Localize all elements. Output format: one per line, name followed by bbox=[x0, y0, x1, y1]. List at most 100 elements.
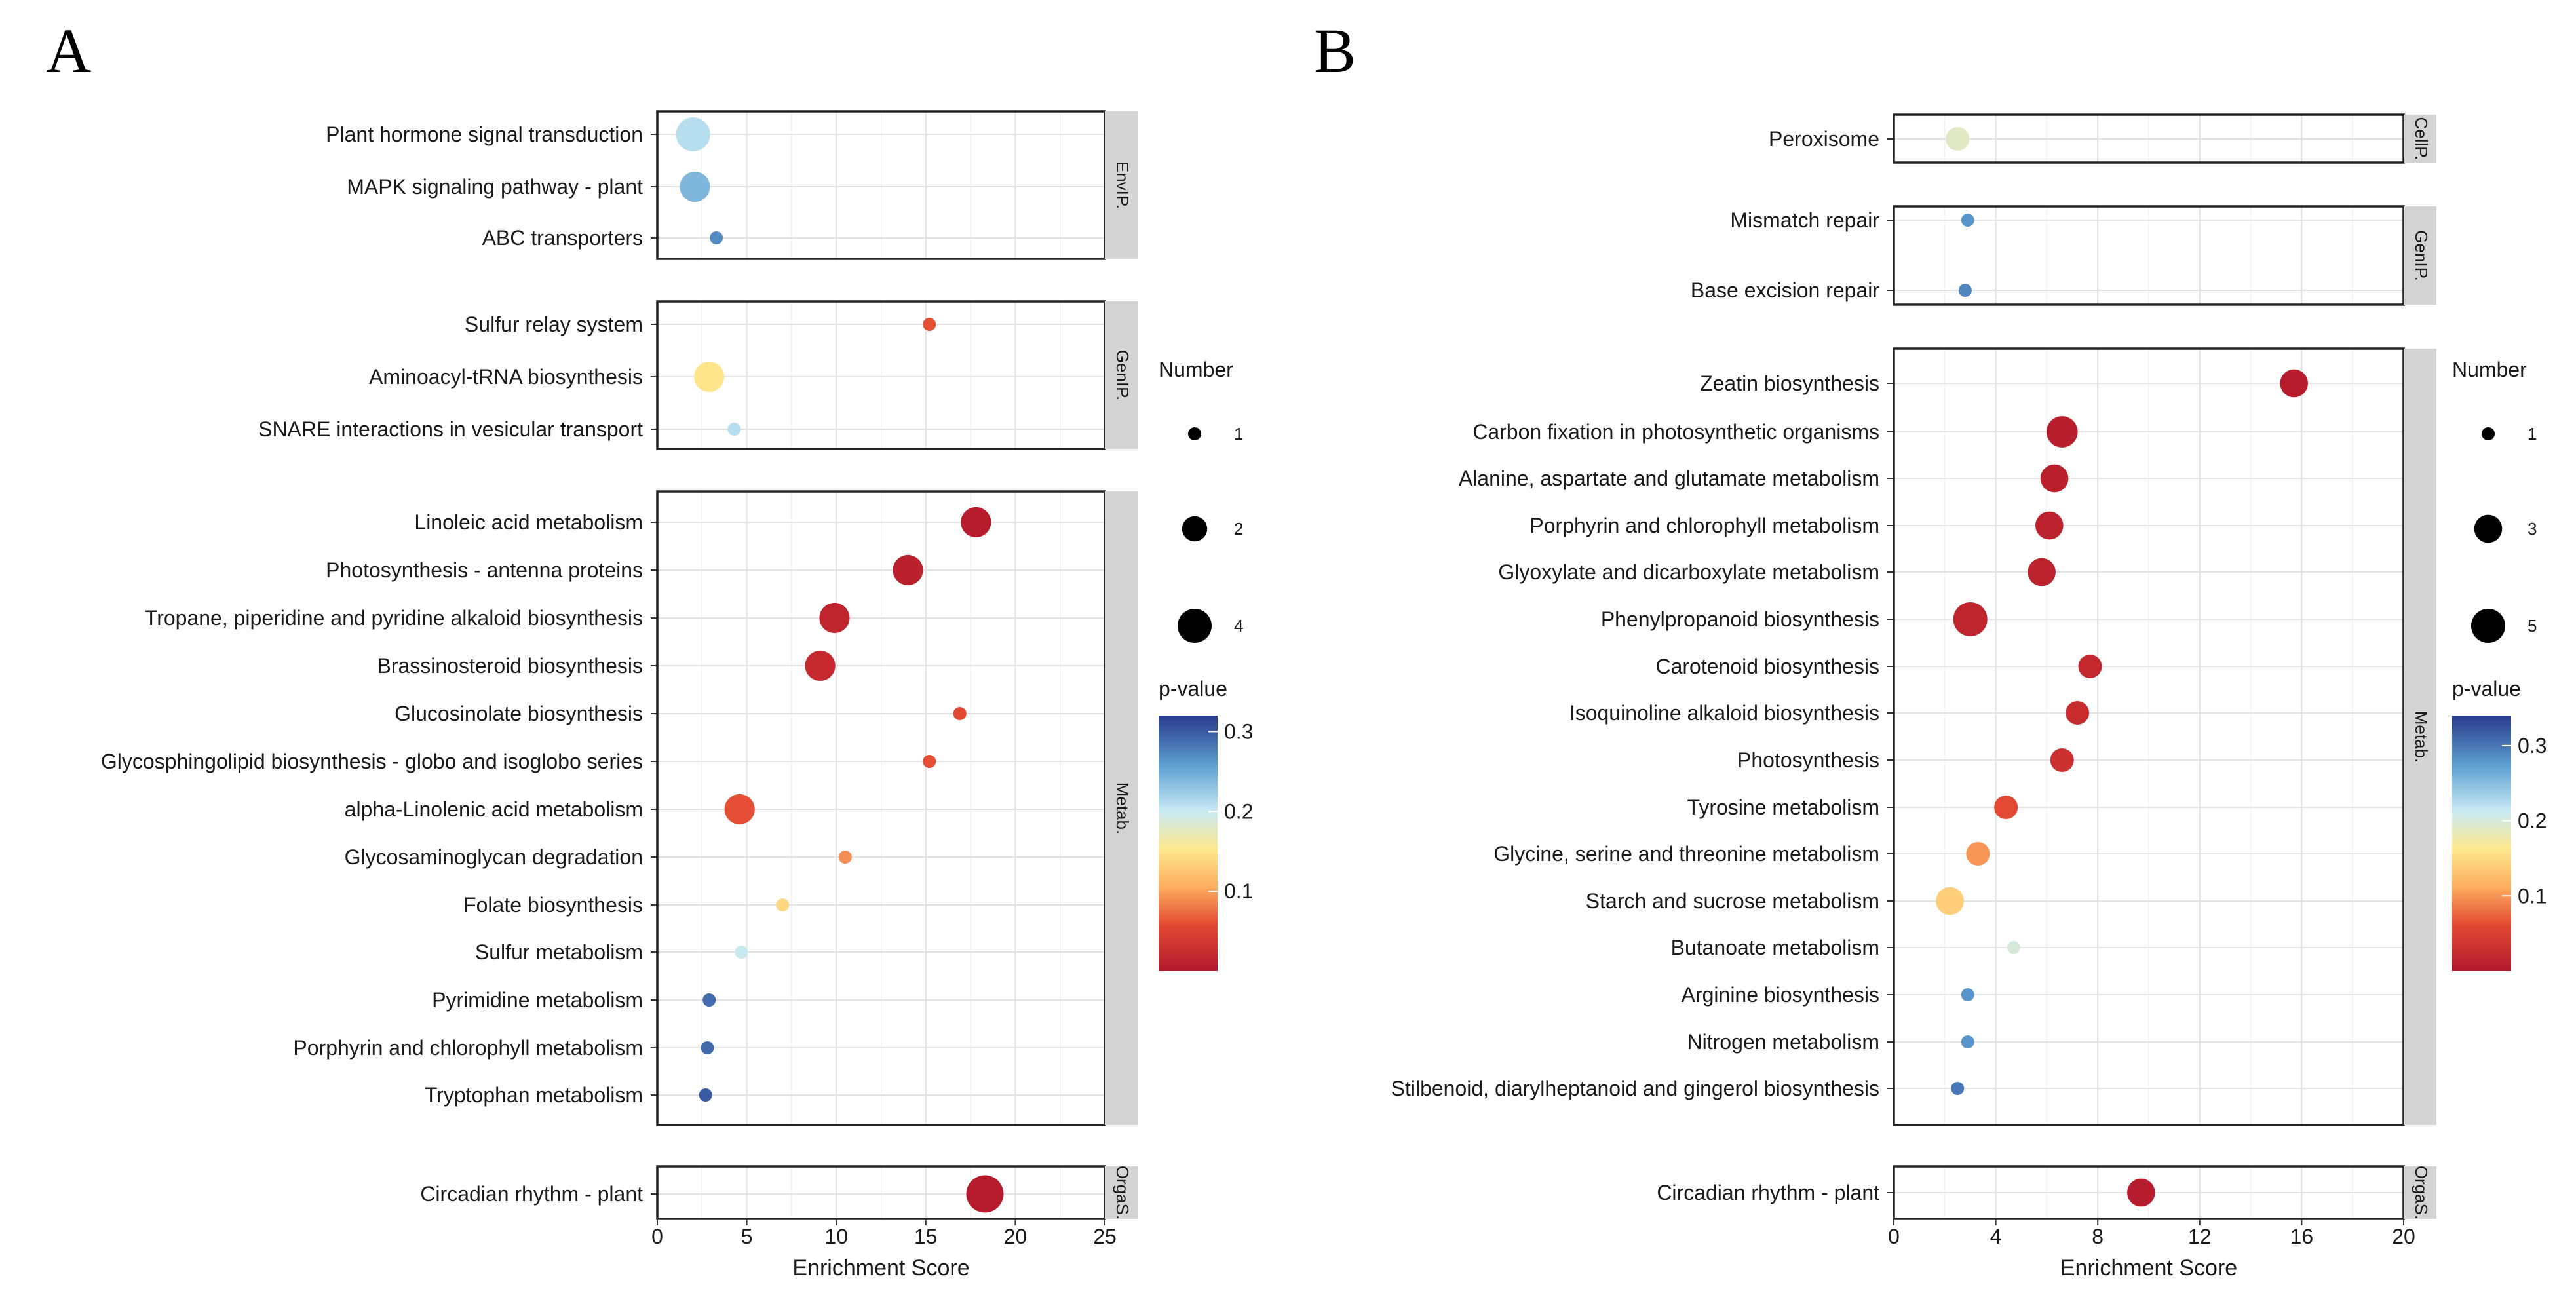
facet-orgas: Circadian rhythm - plant OrgaS. bbox=[1657, 1165, 2436, 1220]
data-point bbox=[710, 231, 723, 244]
x-tick-label: 4 bbox=[1990, 1225, 2002, 1248]
y-tick-label: Carbon fixation in photosynthetic organi… bbox=[1472, 420, 1879, 444]
facet-strip bbox=[2404, 349, 2436, 1125]
facet-metab: Linoleic acid metabolism Photosynthesis -… bbox=[101, 490, 1138, 1126]
y-tick-label: Base excision repair bbox=[1691, 278, 1879, 302]
data-point bbox=[1961, 1035, 1974, 1048]
y-tick-label: Porphyrin and chlorophyll metabolism bbox=[1529, 514, 1879, 537]
size-legend-label: 4 bbox=[1234, 616, 1243, 636]
y-tick-label: Zeatin biosynthesis bbox=[1700, 372, 1879, 395]
x-tick-label: 5 bbox=[741, 1225, 753, 1248]
y-tick-label: Porphyrin and chlorophyll metabolism bbox=[293, 1036, 643, 1060]
data-point bbox=[2046, 416, 2078, 448]
facet-strip-label: EnvIP. bbox=[1113, 161, 1132, 209]
y-tick-label: Glycosaminoglycan degradation bbox=[345, 845, 643, 869]
color-bar bbox=[2452, 716, 2511, 971]
x-tick-label: 25 bbox=[1093, 1225, 1117, 1248]
size-legend-key bbox=[2474, 514, 2503, 543]
data-point bbox=[2050, 748, 2074, 772]
facet-strip bbox=[2404, 206, 2436, 305]
facet-strip bbox=[2404, 1166, 2436, 1219]
data-point bbox=[1966, 842, 1990, 866]
data-point bbox=[701, 1041, 714, 1054]
x-tick-label: 0 bbox=[651, 1225, 663, 1248]
facet-orgas: Circadian rhythm - plant OrgaS. bbox=[420, 1165, 1138, 1220]
size-legend-key bbox=[1182, 516, 1208, 542]
legend: Number 1 3 5 p-value 0.1 0.2 0.3 bbox=[2452, 358, 2547, 971]
color-bar-tick-label: 0.2 bbox=[2518, 809, 2547, 833]
data-point bbox=[1946, 127, 1970, 151]
data-point bbox=[735, 946, 748, 959]
y-tick-label: Aminoacyl-tRNA biosynthesis bbox=[369, 365, 643, 389]
data-point bbox=[724, 794, 755, 825]
size-legend-key bbox=[1188, 427, 1201, 440]
data-point bbox=[2066, 701, 2090, 725]
y-tick-label: Circadian rhythm - plant bbox=[420, 1182, 643, 1206]
facet-envip: Plant hormone signal transduction MAPK si… bbox=[326, 110, 1138, 260]
size-legend-label: 1 bbox=[2528, 424, 2537, 444]
data-point bbox=[1994, 796, 2018, 819]
facet-strip-label: GenIP. bbox=[2412, 230, 2431, 281]
y-tick-label: Nitrogen metabolism bbox=[1687, 1030, 1879, 1054]
data-point bbox=[699, 1088, 712, 1102]
facet-genip: Sulfur relay system Aminoacyl-tRNA biosyn… bbox=[258, 300, 1138, 450]
y-tick-label: Alanine, aspartate and glutamate metabol… bbox=[1459, 467, 1879, 490]
facet-strip-label: Metab. bbox=[2412, 711, 2431, 763]
data-point bbox=[1936, 887, 1964, 915]
y-tick-label: Glucosinolate biosynthesis bbox=[394, 702, 643, 725]
y-tick-label: MAPK signaling pathway - plant bbox=[347, 175, 643, 199]
facet-strip bbox=[1105, 111, 1138, 259]
size-legend-key bbox=[2482, 427, 2495, 440]
color-bar-tick-label: 0.3 bbox=[1224, 719, 1253, 743]
y-tick-label: ABC transporters bbox=[482, 226, 643, 250]
y-tick-label: Folate biosynthesis bbox=[463, 893, 643, 917]
y-tick-label: Photosynthesis - antenna proteins bbox=[326, 558, 643, 582]
facet-strip bbox=[1105, 491, 1138, 1125]
data-point bbox=[680, 171, 710, 202]
y-tick-label: Carotenoid biosynthesis bbox=[1655, 655, 1879, 678]
y-tick-label: Circadian rhythm - plant bbox=[1657, 1181, 1879, 1204]
y-tick-label: Tropane, piperidine and pyridine alkaloi… bbox=[145, 606, 643, 630]
size-legend-label: 5 bbox=[2528, 616, 2537, 636]
data-point bbox=[923, 318, 936, 331]
data-point bbox=[2007, 941, 2020, 954]
color-legend-title: p-value bbox=[1159, 677, 1227, 700]
facet-genip: Mismatch repair Base excision repair GenIP… bbox=[1691, 205, 2436, 306]
data-point bbox=[961, 507, 991, 538]
y-tick-label: Glycosphingolipid biosynthesis - globo a… bbox=[101, 750, 643, 773]
y-tick-label: Stilbenoid, diarylheptanoid and gingerol… bbox=[1391, 1077, 1879, 1100]
y-tick-label: Tryptophan metabolism bbox=[425, 1083, 643, 1107]
y-tick-label: Linoleic acid metabolism bbox=[414, 510, 643, 534]
facet-cellp: Peroxisome CellP. bbox=[1769, 113, 2436, 164]
data-point bbox=[819, 602, 850, 634]
x-tick-label: 15 bbox=[914, 1225, 938, 1248]
data-point bbox=[953, 707, 967, 720]
panel-letter: B bbox=[1314, 16, 1356, 86]
data-point bbox=[1961, 988, 1974, 1001]
data-point bbox=[2035, 511, 2064, 540]
x-tick-label: 0 bbox=[1888, 1225, 1900, 1248]
x-axis-title: Enrichment Score bbox=[792, 1256, 969, 1280]
y-tick-label: Isoquinoline alkaloid biosynthesis bbox=[1569, 701, 1879, 725]
data-point bbox=[838, 851, 852, 864]
data-point bbox=[1958, 284, 1972, 297]
facet-strip-label: OrgaS. bbox=[2412, 1166, 2431, 1219]
panel-letter: A bbox=[46, 16, 91, 86]
y-tick-label: Glyoxylate and dicarboxylate metabolism bbox=[1498, 560, 1879, 584]
data-point bbox=[2078, 655, 2102, 678]
size-legend-label: 1 bbox=[1234, 424, 1243, 444]
y-tick-label: Plant hormone signal transduction bbox=[326, 123, 643, 146]
y-tick-label: Tyrosine metabolism bbox=[1687, 796, 1879, 819]
data-point bbox=[776, 898, 790, 911]
y-tick-label: Phenylpropanoid biosynthesis bbox=[1601, 607, 1879, 631]
data-point bbox=[2028, 558, 2056, 586]
data-point bbox=[702, 993, 716, 1007]
y-tick-label: Mismatch repair bbox=[1730, 208, 1879, 232]
size-legend-label: 2 bbox=[1234, 519, 1243, 539]
color-bar bbox=[1159, 716, 1218, 971]
y-tick-label: Starch and sucrose metabolism bbox=[1586, 889, 1879, 913]
y-tick-label: Sulfur metabolism bbox=[475, 940, 643, 964]
size-legend-title: Number bbox=[1159, 358, 1233, 381]
facet-strip-label: OrgaS. bbox=[1113, 1166, 1132, 1219]
